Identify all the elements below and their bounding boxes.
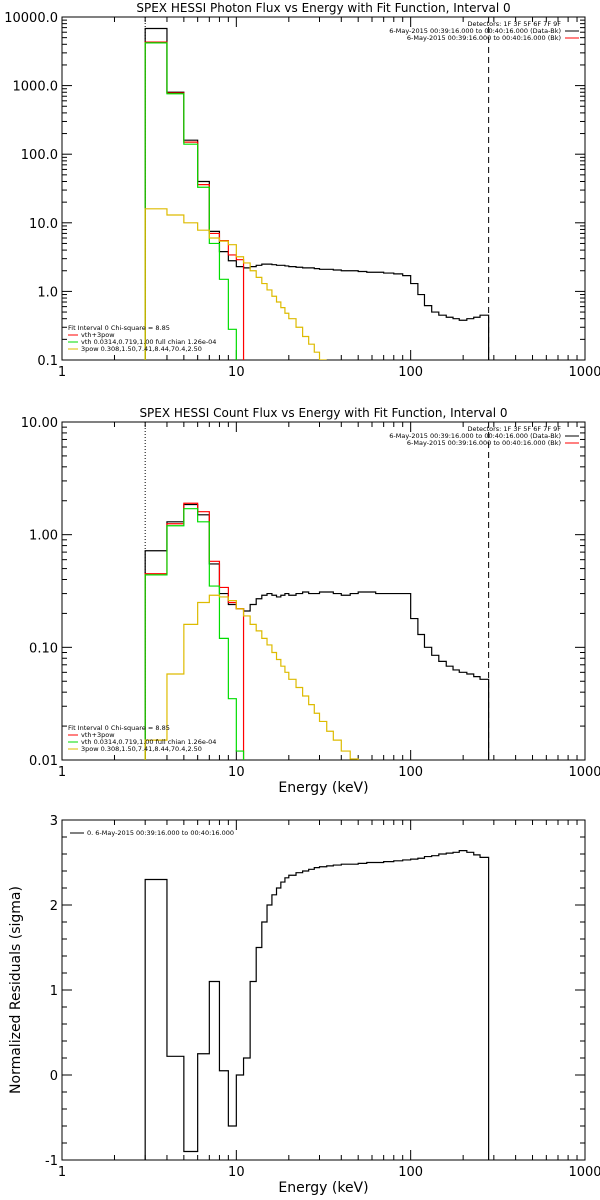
y-tick-label: 2 [50,899,58,914]
y-tick-label: 10.00 [21,416,58,431]
header-legend-entry: 6-May-2015 00:39:16.000 to 00:40:16.000 … [407,34,561,42]
header-legend-entry: 6-May-2015 00:39:16.000 to 00:40:16.000 … [407,439,561,447]
residuals-legend-entry: 0. 6-May-2015 00:39:16.000 to 00:40:16.0… [87,829,234,837]
y-tick-label: 1000.0 [13,80,59,95]
fit-legend: Fit Interval 0 Chi-square = 8.85vth+3pow… [68,324,216,353]
y-tick-label: 0.10 [29,641,58,656]
x-tick-label: 1 [58,765,66,780]
series-line-vth [144,42,245,360]
x-axis-label: Energy (keV) [278,780,368,796]
series-group [144,27,490,360]
fit-legend-entry: vth 0.0314,0.719,1.00 full chian 1.26e-0… [81,738,216,746]
x-tick-label: 100 [398,365,423,380]
x-tick-label: 100 [398,765,423,780]
header-legend-entry: Detectors: 1F 3F 5F 6F 7F 9F [467,425,561,433]
y-tick-label: 1.00 [29,529,58,544]
plot-frame [61,421,586,761]
y-axis [62,426,585,761]
series-line-data-bk [144,503,490,760]
header-legend: Detectors: 1F 3F 5F 6F 7F 9F6-May-2015 0… [389,425,579,447]
series-line-3pow [144,594,359,760]
series-line-data-bk [144,27,490,360]
x-axis [61,422,578,760]
fit-legend-entry: vth+3pow [81,331,115,339]
fit-legend-entry: 3pow 0.308,1.50,7.41,8.44,70.4,2.50 [81,345,202,353]
chart-title: SPEX HESSI Photon Flux vs Energy with Fi… [136,1,510,15]
x-tick-label: 10 [228,765,245,780]
series-line-residuals [144,850,490,1160]
fit-legend-title: Fit Interval 0 Chi-square = 8.85 [68,724,170,732]
series-line-vth [144,508,245,760]
series-group [144,850,490,1160]
y-tick-label: 100.0 [21,148,58,163]
series-line-3pow [144,208,327,360]
x-tick-label: 1 [58,1165,66,1180]
y-tick-label: 3 [50,814,58,829]
x-tick-label: 10 [228,1165,245,1180]
series-line-vth-3pow [144,502,245,760]
x-tick-label: 100 [398,1165,423,1180]
y-tick-label: 1.0 [37,285,58,300]
x-tick-label: 1 [58,365,66,380]
x-axis [61,17,578,360]
photon-flux-panel: SPEX HESSI Photon Flux vs Energy with Fi… [4,1,600,380]
x-tick-label: 1000 [568,365,600,380]
residuals-panel: 1 10 100 1000 Energy (keV) -1 0 1 2 3 Normalized R… [8,814,600,1196]
plot-frame [61,819,586,1161]
fit-legend: Fit Interval 0 Chi-square = 8.85vth+3pow… [68,724,216,753]
residuals-legend: 0. 6-May-2015 00:39:16.000 to 00:40:16.0… [70,829,234,837]
fit-legend-title: Fit Interval 0 Chi-square = 8.85 [68,324,170,332]
y-tick-label: 10000.0 [4,11,58,26]
y-tick-label: 0 [50,1069,58,1084]
chart-title: SPEX HESSI Count Flux vs Energy with Fit… [139,406,507,420]
y-tick-label: 1 [50,984,58,999]
fit-legend-entry: vth 0.0314,0.719,1.00 full chian 1.26e-0… [81,338,216,346]
fit-legend-entry: 3pow 0.308,1.50,7.41,8.44,70.4,2.50 [81,745,202,753]
x-tick-label: 10 [228,365,245,380]
x-tick-label: 1000 [568,1165,600,1180]
y-axis-label: Normalized Residuals (sigma) [8,886,24,1094]
fit-legend-entry: vth+3pow [81,731,115,739]
header-legend: Detectors: 1F 3F 5F 6F 7F 9F6-May-2015 0… [389,20,579,42]
y-tick-label: -1 [45,1154,58,1169]
header-legend-entry: 6-May-2015 00:39:16.000 to 00:40:16.000 … [389,432,561,440]
y-axis [62,19,585,361]
x-axis [61,820,578,1160]
y-tick-label: 0.1 [37,354,58,369]
y-tick-label: 10.0 [29,217,58,232]
y-tick-label: 0.01 [29,754,58,769]
x-tick-label: 1000 [568,765,600,780]
header-legend-entry: 6-May-2015 00:39:16.000 to 00:40:16.000 … [389,27,561,35]
x-axis-label: Energy (keV) [278,1180,368,1196]
header-legend-entry: Detectors: 1F 3F 5F 6F 7F 9F [467,20,561,28]
y-axis [62,819,585,1161]
series-group [144,502,490,760]
plot-frame [61,16,586,361]
count-flux-panel: SPEX HESSI Count Flux vs Energy with Fit… [21,406,600,796]
